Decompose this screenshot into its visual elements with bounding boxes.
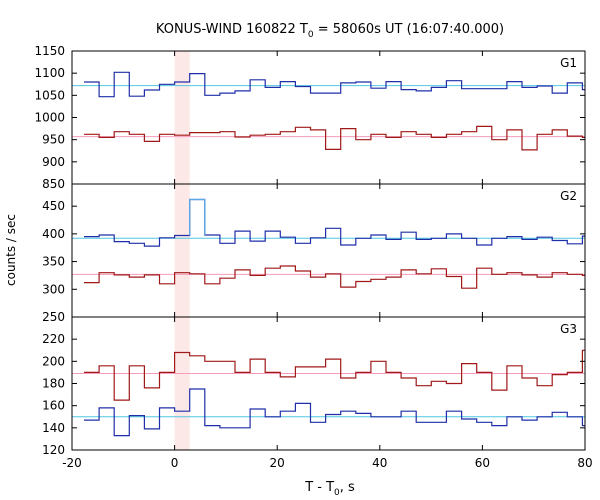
x-tick-label: 0 <box>171 456 179 470</box>
chart-title: KONUS-WIND 160822 T0 = 58060s UT (16:07:… <box>156 22 504 40</box>
y-tick-label: 950 <box>42 133 65 147</box>
panel-frame <box>71 50 586 185</box>
series-line-upper <box>84 198 585 247</box>
y-tick-label: 400 <box>42 227 65 241</box>
series-line-lower <box>84 125 585 151</box>
series-line-lower <box>84 265 585 289</box>
panel-g1: 850 900 950 1000 1050 1100 1150 G1 <box>34 44 586 191</box>
y-tick-label: 1050 <box>34 88 65 102</box>
y-tick-label: 1000 <box>34 111 65 125</box>
y-tick-label: 140 <box>42 421 65 435</box>
panel-label: G2 <box>560 189 577 203</box>
y-tick-label: 220 <box>42 332 65 346</box>
y-tick-label: 120 <box>42 443 65 457</box>
y-tick-label: 900 <box>42 155 65 169</box>
series-line-upper <box>84 388 585 437</box>
burst-peak-segment <box>189 198 206 236</box>
y-tick-label: 450 <box>42 199 65 213</box>
x-tick-label: 60 <box>475 456 490 470</box>
plot-area: 8509009501000105011001150G12503003504004… <box>34 44 592 470</box>
x-axis-label: T - T0, s <box>304 480 355 498</box>
y-tick-label: 250 <box>42 310 65 324</box>
panel-frame <box>71 316 586 451</box>
y-tick-label: 1150 <box>34 44 65 58</box>
panel-g2: 250 300 350 400 450 G2 <box>42 183 586 324</box>
y-tick-label: 850 <box>42 177 65 191</box>
y-tick-label: 300 <box>42 282 65 296</box>
x-tick-label: 20 <box>270 456 285 470</box>
y-tick-label: 350 <box>42 255 65 269</box>
series-line-lower <box>84 349 585 401</box>
y-tick-label: 200 <box>42 354 65 368</box>
x-tick-label: 40 <box>372 456 387 470</box>
panel-frame <box>71 183 586 318</box>
y-tick-label: 160 <box>42 399 65 413</box>
panel-g3: 120 140 160 180 200 220 -20 0 20 40 60 80 G3 <box>42 316 593 470</box>
x-tick-label: 80 <box>577 456 592 470</box>
panel-label: G3 <box>560 322 577 336</box>
y-tick-label: 1100 <box>34 66 65 80</box>
series-line-upper <box>84 71 585 98</box>
highlight-band <box>174 317 190 450</box>
y-tick-label: 180 <box>42 377 65 391</box>
y-axis-label: counts / sec <box>4 214 18 286</box>
x-tick-label: -20 <box>62 456 82 470</box>
highlight-band <box>174 184 190 317</box>
panel-label: G1 <box>560 56 577 70</box>
highlight-band <box>174 51 190 184</box>
